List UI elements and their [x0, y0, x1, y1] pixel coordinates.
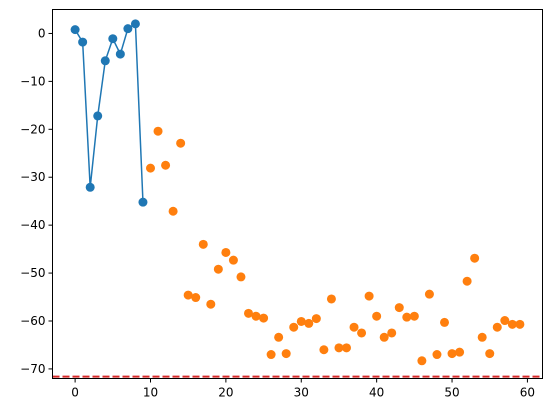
series-2-point [213, 264, 223, 274]
series-2-point [402, 312, 412, 322]
series-2-point [357, 328, 367, 338]
series-2-point [462, 276, 472, 286]
series-2-point [394, 303, 404, 313]
series-1-point [85, 182, 95, 192]
series-1-point [123, 24, 133, 34]
series-2-point [364, 291, 374, 301]
series-1-point [100, 56, 110, 66]
series-2-point [417, 356, 427, 366]
series-2-point [183, 290, 193, 300]
series-2-point [274, 332, 284, 342]
series-2-point [236, 272, 246, 282]
y-tick-label: −70 [20, 362, 45, 376]
series-2-point [326, 294, 336, 304]
x-tick-label: 40 [369, 386, 384, 400]
series-2-point [409, 311, 419, 321]
series-2-point [349, 322, 359, 332]
plot-area [52, 9, 543, 379]
x-tick-label: 20 [218, 386, 233, 400]
series-2-point [259, 313, 269, 323]
series-layer [52, 19, 543, 378]
y-tick-label: −40 [20, 218, 45, 232]
series-1-point [130, 19, 140, 29]
series-2-point [221, 247, 231, 257]
y-tick-label: −60 [20, 314, 45, 328]
y-tick-label: −20 [20, 122, 45, 136]
y-tick-label: −50 [20, 266, 45, 280]
series-2-point [206, 299, 216, 309]
series-1-point [138, 197, 148, 207]
series-2-point [334, 343, 344, 353]
series-2-point [387, 328, 397, 338]
series-1-point [70, 25, 80, 35]
series-2-point [500, 316, 510, 326]
series-2-point [507, 319, 517, 329]
series-2-point [372, 311, 382, 321]
series-2-point [477, 332, 487, 342]
x-tick-label: 0 [71, 386, 79, 400]
series-1-point [78, 37, 88, 47]
series-2-point [319, 345, 329, 355]
series-2-point [296, 316, 306, 326]
series-2-point [424, 289, 434, 299]
series-2-point [198, 239, 208, 249]
x-tick-label: 50 [444, 386, 459, 400]
series-2-point [447, 349, 457, 359]
series-2-point [455, 347, 465, 357]
x-tick-label: 30 [294, 386, 309, 400]
series-2-point [342, 343, 351, 353]
series-2-point [470, 253, 480, 263]
series-2-point [492, 322, 502, 332]
series-2-point [266, 350, 276, 360]
plot-frame [52, 9, 543, 379]
x-tick-label: 60 [520, 386, 535, 400]
series-2-point [485, 349, 495, 359]
y-tick-label: −30 [20, 170, 45, 184]
series-2-point [244, 308, 253, 318]
series-1-point [93, 111, 103, 121]
series-2-point [281, 349, 291, 359]
series-1-point [108, 34, 118, 44]
series-2-point [289, 322, 299, 332]
series-2-point [515, 319, 525, 329]
y-tick-label: −10 [20, 74, 45, 88]
series-2-point [440, 317, 449, 327]
series-2-point [311, 314, 321, 324]
series-2-point [168, 206, 178, 216]
series-1-point [115, 49, 125, 59]
series-2-point [146, 163, 155, 173]
series-2-point [432, 350, 442, 360]
series-2-point [176, 138, 186, 148]
series-2-point [191, 293, 201, 303]
axes-layer: 0 10 20 30 40 50 60 0 −10 −20 −30 −40 −50 −60 −70 [20, 26, 535, 399]
series-2-point [161, 160, 171, 170]
series-2-point [153, 126, 163, 136]
series-2-point [228, 255, 238, 265]
x-tick-label: 10 [143, 386, 158, 400]
y-tick-label: 0 [38, 26, 46, 40]
series-2-point [379, 332, 389, 342]
series-2-point [251, 311, 261, 321]
series-2-point [304, 318, 314, 328]
